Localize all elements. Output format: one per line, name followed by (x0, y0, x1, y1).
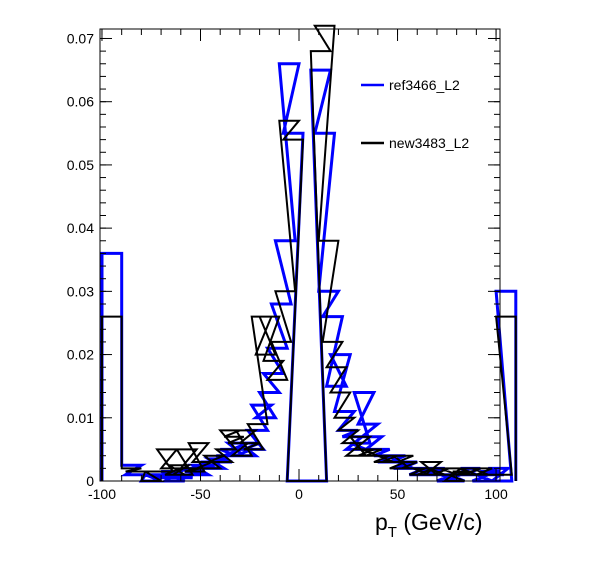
plot-frame (99, 28, 501, 482)
y-tick-label: 0.02 (67, 347, 94, 363)
legend-label-ref: ref3466_L2 (389, 77, 460, 93)
x-axis-title-units: (GeV/c) (397, 509, 483, 535)
axis-layer: 0 0.01 0.02 0.03 0.04 0.05 0.06 0.07 -100 -50 0 50 1… (67, 29, 508, 502)
x-axis-title: pT (GeV/c) (375, 509, 483, 541)
series-line-1 (101, 24, 517, 482)
y-tick-label: 0.07 (67, 30, 94, 46)
x-tick-label: 100 (484, 486, 508, 502)
legend-label-new: new3483_L2 (389, 135, 469, 151)
y-tick-label: 0.06 (67, 94, 94, 110)
x-tick-label: 0 (295, 486, 303, 502)
x-axis-title-main: p (375, 509, 388, 535)
y-tick-label: 0.01 (67, 410, 94, 426)
x-tick-label: -100 (88, 486, 116, 502)
y-tick-label: 0.04 (67, 220, 94, 236)
y-tick-label: 0.03 (67, 283, 94, 299)
legend: ref3466_L2 new3483_L2 (361, 77, 469, 151)
y-tick-label: 0 (86, 473, 94, 489)
x-tick-label: 50 (390, 486, 406, 502)
x-tick-label: -50 (190, 486, 210, 502)
x-axis-title-sub: T (388, 524, 397, 541)
y-tick-label: 0.05 (67, 157, 94, 173)
